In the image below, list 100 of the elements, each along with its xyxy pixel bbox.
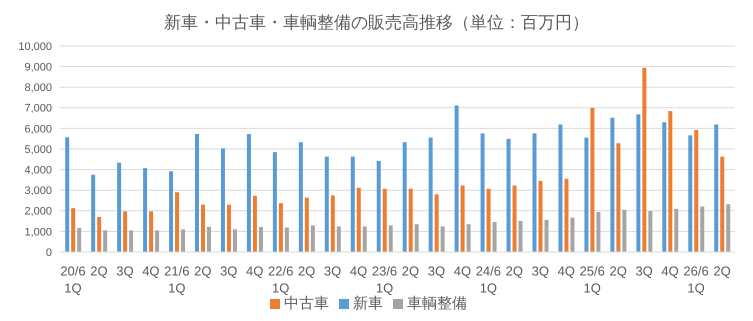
bar [480,133,485,252]
bar [103,230,108,252]
bar [518,220,523,252]
y-tick-label: 2,000 [24,206,52,218]
x-tick-label: 20/6 1Q [60,264,86,296]
x-tick-label: 2Q [402,264,420,279]
bar [175,192,180,252]
bar [149,211,154,252]
bar [298,142,303,252]
bar [155,230,160,252]
x-tick-label: 25/6 1Q [580,264,605,296]
bar [181,229,186,252]
bar [596,212,600,252]
bar [195,134,199,252]
x-tick-label: 3Q [116,264,134,279]
bar [636,114,640,252]
bar [720,156,724,252]
bar [382,188,387,252]
bar [512,185,517,252]
x-tick-label: 4Q [246,264,264,279]
bar [674,208,678,252]
bar [726,204,730,252]
bar [662,122,666,252]
bar [558,124,562,252]
x-tick-label: 3Q [324,264,342,279]
bar [220,148,225,252]
bar [169,171,174,252]
bar [201,204,205,252]
bar [668,111,672,252]
x-tick-label: 2Q [610,264,627,279]
bar [304,198,309,252]
chart-title: 新車・中古車・車輌整備の販売高推移（単位：百万円） [163,12,590,35]
bar [506,138,511,252]
bar [258,226,263,252]
bar [440,226,445,252]
x-tick-label: 2Q [298,264,316,279]
bar [584,138,588,252]
bar [590,108,594,252]
x-tick-label: 22/6 1Q [268,264,294,296]
bar [564,178,568,252]
x-tick-label: 4Q [454,264,472,279]
bar [336,226,341,252]
bar [486,188,491,252]
bar [388,225,393,252]
bar [350,156,355,252]
y-tick-label: 9,000 [24,62,52,74]
bar [207,226,211,252]
y-tick-label: 3,000 [24,185,52,198]
x-tick-label: 3Q [220,264,238,279]
bar [252,196,257,252]
bar [117,162,122,252]
y-tick-label: 0 [46,246,52,259]
bar [622,210,626,252]
bar [330,195,335,252]
bar [77,228,82,252]
bar [362,226,367,252]
legend-label: 新車 [353,294,383,312]
bar [402,142,407,252]
bar [538,180,542,252]
y-tick-label: 10,000 [18,40,52,53]
bar [356,188,361,252]
bar [232,229,237,252]
x-tick-label: 4Q [350,264,368,279]
bar [544,220,548,252]
bar [278,203,283,252]
bar [97,216,102,252]
bar [143,168,148,252]
x-tick-label: 2Q [506,264,523,279]
x-tick-label: 26/6 1Q [683,264,709,296]
x-tick-label: 24/6 1Q [476,264,502,296]
bar [460,185,465,252]
x-tick-label: 3Q [635,264,653,279]
y-tick-label: 5,000 [24,144,52,156]
x-tick-label: 21/6 1Q [164,264,190,296]
bar [492,222,497,252]
bar [310,225,315,252]
bar [71,208,76,252]
y-tick-label: 1,000 [24,226,52,238]
bar [616,143,620,252]
bar [428,138,433,252]
x-tick-label: 2Q [90,264,108,279]
bar [376,160,381,252]
bar [642,68,646,252]
bar [226,204,231,252]
bar [272,152,277,252]
x-tick-label: 2Q [713,264,731,279]
bar [284,227,289,252]
x-tick-label: 23/6 1Q [372,264,398,296]
bar [648,211,652,252]
y-tick-label: 6,000 [24,123,52,136]
x-tick-label: 2Q [194,264,212,279]
bar [700,206,704,252]
x-tick-label: 4Q [142,264,160,279]
y-tick-label: 7,000 [24,102,52,115]
bar [714,124,718,252]
x-tick-label: 3Q [532,264,549,279]
x-tick-label: 3Q [428,264,446,279]
bar [129,230,134,252]
bar [610,118,614,252]
bar [91,174,96,252]
